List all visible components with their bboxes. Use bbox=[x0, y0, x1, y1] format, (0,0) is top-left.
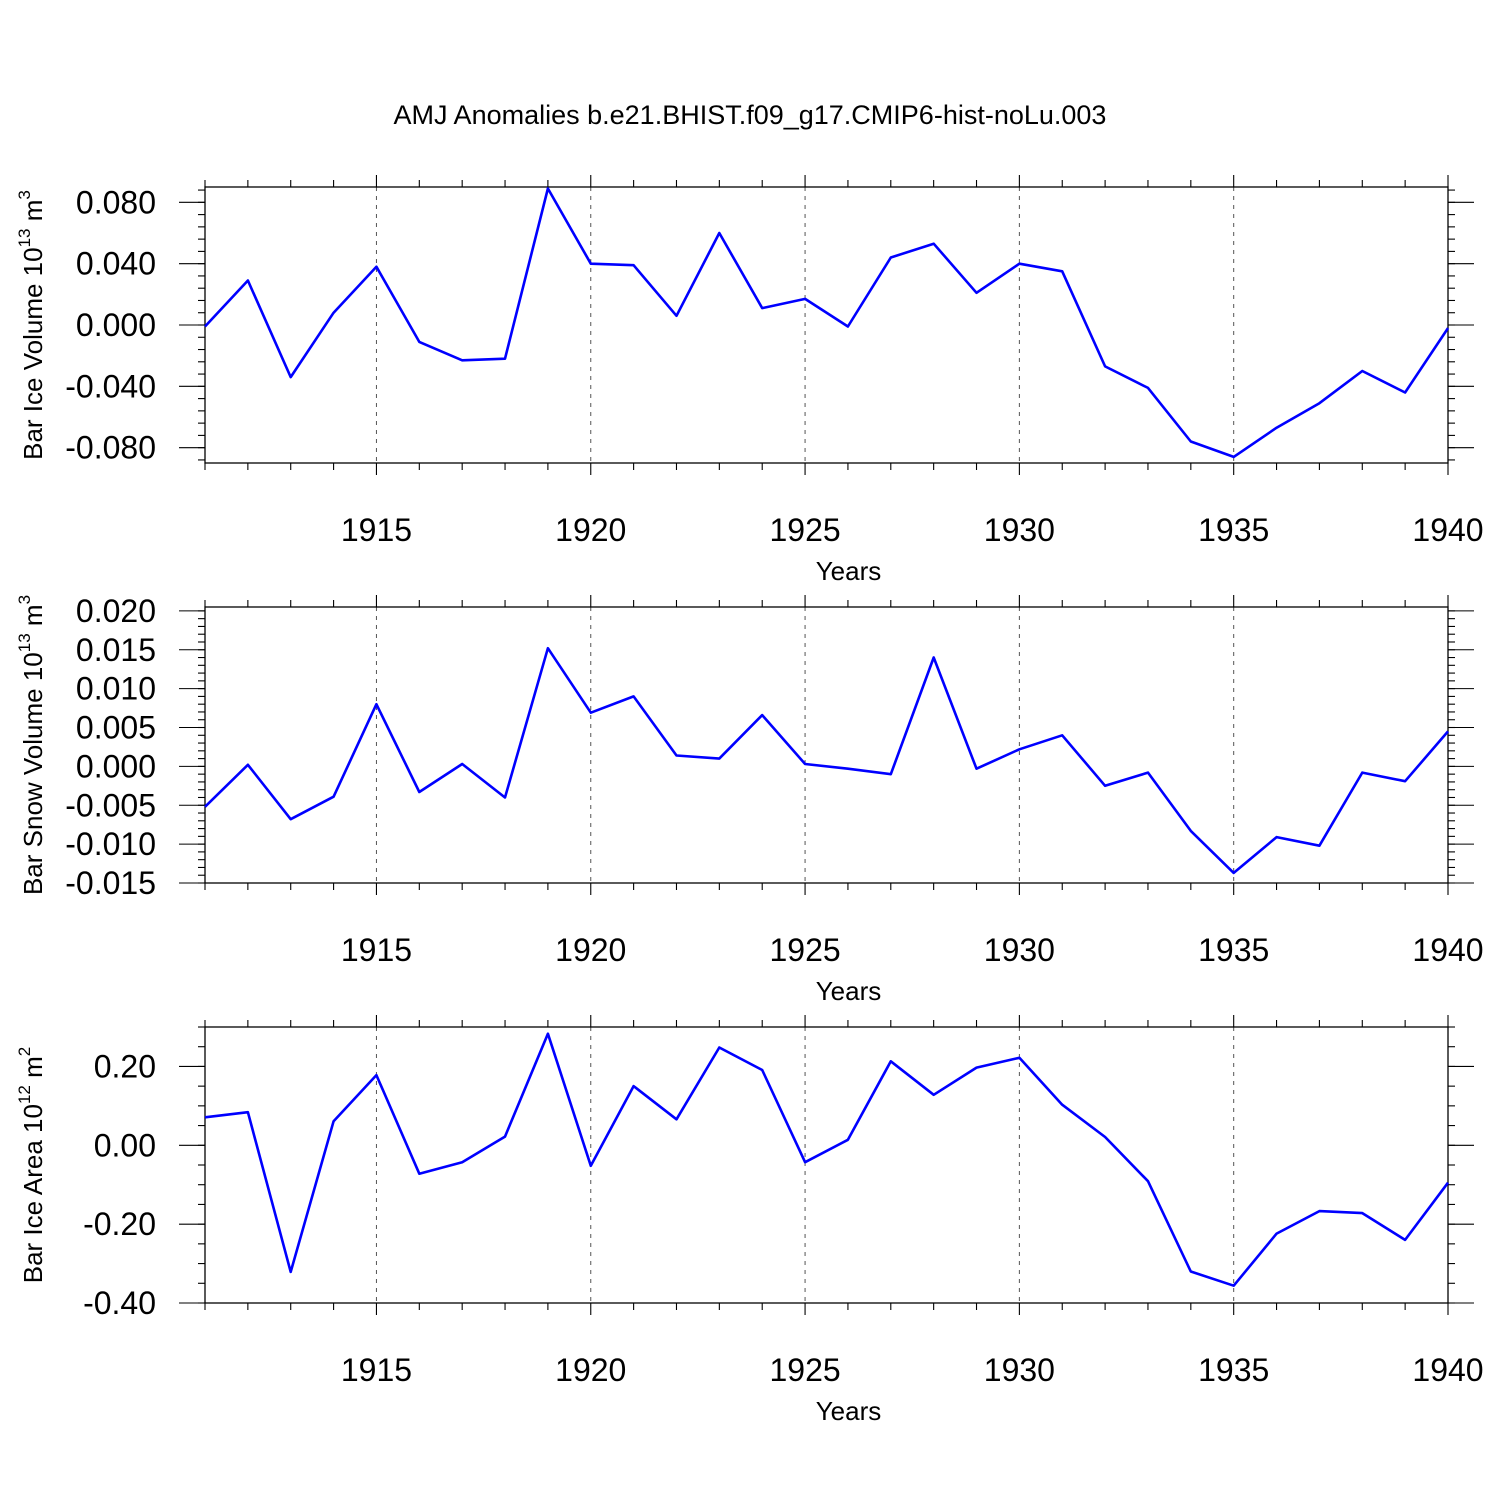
y-tick-label: 0.000 bbox=[76, 748, 156, 784]
y-tick-label: 0.040 bbox=[76, 246, 156, 282]
y-axis-label: Bar Snow Volume 1013 m3 bbox=[15, 595, 48, 895]
y-tick-label: -0.010 bbox=[65, 826, 156, 862]
y-axis-label-unit: m bbox=[18, 1056, 48, 1085]
y-tick-label: -0.40 bbox=[83, 1285, 156, 1321]
y-tick-label: 0.015 bbox=[76, 632, 156, 668]
x-tick-label: 1940 bbox=[1412, 932, 1483, 968]
y-tick-label: -0.040 bbox=[65, 368, 156, 404]
y-axis-label-unit-exponent: 3 bbox=[15, 595, 34, 604]
panel-3: 1915 1920 1925 1930 1935 1940 Years -0.40 -0.20 0… bbox=[15, 1015, 1484, 1426]
x-tick-label: 1920 bbox=[555, 1352, 626, 1388]
y-tick-label: 0.020 bbox=[76, 593, 156, 629]
y-axis-label-unit-exponent: 2 bbox=[15, 1047, 34, 1056]
y-tick-label: 0.080 bbox=[76, 184, 156, 220]
x-tick-label: 1915 bbox=[341, 1352, 412, 1388]
panel-2: 1915 1920 1925 1930 1935 1940 Years -0.015-0.01… bbox=[15, 593, 1484, 1006]
plot-frame bbox=[204, 1026, 1449, 1304]
y-axis-label: Bar Ice Area 1012 m2 bbox=[15, 1047, 48, 1284]
y-axis-label: Bar Ice Volume 1013 m3 bbox=[15, 190, 48, 460]
x-tick-label: 1930 bbox=[984, 512, 1055, 548]
y-axis-label-text: Bar Snow Volume 10 bbox=[18, 652, 48, 895]
y-tick-label: 0.000 bbox=[76, 307, 156, 343]
x-tick-label: 1915 bbox=[341, 512, 412, 548]
series-line bbox=[204, 187, 1450, 459]
y-tick-label: 0.00 bbox=[94, 1127, 156, 1163]
x-axis-label: Years bbox=[816, 976, 882, 1006]
y-tick-label: -0.20 bbox=[83, 1206, 156, 1242]
x-tick-label: 1935 bbox=[1198, 512, 1269, 548]
y-tick-label: 0.20 bbox=[94, 1048, 156, 1084]
plot-frame bbox=[204, 186, 1449, 464]
panels: 1915 1920 1925 1930 1935 1940 Years -0.080 -0.04… bbox=[15, 175, 1484, 1426]
y-tick-label: -0.005 bbox=[65, 787, 156, 823]
y-axis-label-exponent: 12 bbox=[15, 1085, 34, 1104]
panel-1: 1915 1920 1925 1930 1935 1940 Years -0.080 -0.04… bbox=[15, 175, 1484, 586]
y-tick-label: 0.005 bbox=[76, 710, 156, 746]
x-tick-label: 1920 bbox=[555, 932, 626, 968]
y-axis-label-unit: m bbox=[18, 200, 48, 229]
y-axis-label-text: Bar Ice Volume 10 bbox=[18, 247, 48, 459]
series-line bbox=[204, 646, 1449, 875]
x-axis-label: Years bbox=[816, 1396, 882, 1426]
y-axis-label-text: Bar Ice Area 10 bbox=[18, 1104, 48, 1283]
x-tick-label: 1925 bbox=[769, 512, 840, 548]
y-axis-label-exponent: 13 bbox=[15, 228, 34, 247]
y-axis-label-unit: m bbox=[18, 604, 48, 633]
x-axis-label: Years bbox=[816, 556, 882, 586]
x-tick-label: 1920 bbox=[555, 512, 626, 548]
y-tick-label: -0.080 bbox=[65, 430, 156, 466]
x-tick-label: 1930 bbox=[984, 932, 1055, 968]
plot-frame bbox=[204, 606, 1449, 884]
x-tick-label: 1930 bbox=[984, 1352, 1055, 1388]
chart-title: AMJ Anomalies b.e21.BHIST.f09_g17.CMIP6-… bbox=[394, 100, 1107, 130]
x-tick-label: 1940 bbox=[1412, 1352, 1483, 1388]
x-tick-label: 1925 bbox=[769, 932, 840, 968]
y-tick-label: -0.015 bbox=[65, 865, 156, 901]
y-axis-label-unit-exponent: 3 bbox=[15, 190, 34, 199]
x-tick-label: 1925 bbox=[769, 1352, 840, 1388]
x-tick-label: 1935 bbox=[1198, 932, 1269, 968]
y-tick-label: 0.010 bbox=[76, 671, 156, 707]
x-tick-label: 1935 bbox=[1198, 1352, 1269, 1388]
x-tick-label: 1940 bbox=[1412, 512, 1483, 548]
series-line bbox=[204, 1032, 1450, 1287]
y-axis-label-exponent: 13 bbox=[15, 633, 34, 652]
x-tick-label: 1915 bbox=[341, 932, 412, 968]
